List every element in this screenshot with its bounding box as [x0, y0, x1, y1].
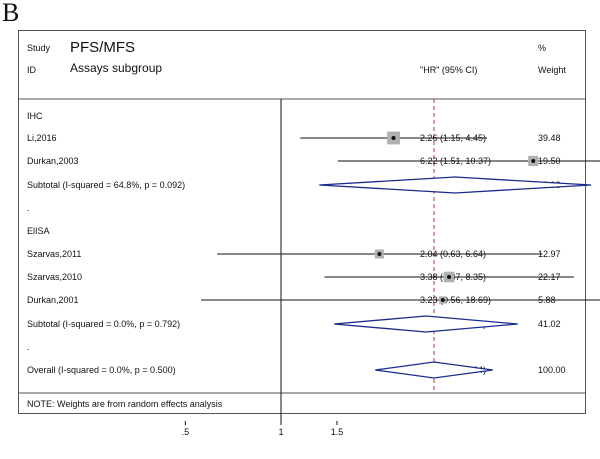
subtotal-diamond: [319, 176, 591, 194]
weight-value: 100.00: [538, 365, 566, 375]
col-study-header: Study: [27, 43, 51, 53]
study-label: Durkan,2003: [27, 156, 79, 166]
col-hr-header: "HR" (95% CI): [420, 65, 477, 75]
group-label: IHC: [27, 111, 43, 121]
group-label: ElISA: [27, 226, 50, 236]
subtotal-diamond: [334, 315, 518, 333]
weights-note: NOTE: Weights are from random effects an…: [27, 399, 223, 409]
point-estimate: [440, 298, 445, 302]
x-axis: .5 1 1.5: [182, 421, 344, 437]
col-id-header: ID: [27, 65, 37, 75]
plot-title: PFS/MFS: [70, 39, 135, 56]
point-estimate: [391, 136, 396, 140]
overall-label: Overall (I-squared = 0.0%, p = 0.500): [27, 365, 176, 375]
point-estimate: [531, 159, 536, 163]
point-estimate: [377, 252, 382, 256]
spacer-label: .: [27, 342, 30, 352]
plot-subtitle: Assays subgroup: [70, 61, 162, 75]
panel-label: B: [2, 0, 20, 27]
col-pct-header: %: [538, 43, 546, 53]
weight-value: 12.97: [538, 249, 561, 259]
subtotal-label: Subtotal (I-squared = 0.0%, p = 0.792): [27, 319, 180, 329]
x-tick-label: 1.5: [331, 427, 344, 437]
study-label: Szarvas,2011: [27, 249, 81, 259]
weight-value: 41.02: [538, 319, 561, 329]
overall-diamond: [375, 361, 493, 379]
x-tick-label: 1: [278, 427, 283, 437]
study-label: Szarvas,2010: [27, 272, 82, 282]
col-weight-header: Weight: [538, 65, 566, 75]
point-estimate: [447, 275, 452, 279]
weight-value: 39.48: [538, 133, 561, 143]
study-label: Li,2016: [27, 133, 57, 143]
spacer-label: .: [27, 203, 30, 213]
study-label: Durkan,2001: [27, 295, 79, 305]
subtotal-label: Subtotal (I-squared = 64.8%, p = 0.092): [27, 180, 185, 190]
x-tick-label: .5: [182, 427, 190, 437]
forest-plot-frame: [18, 30, 586, 414]
